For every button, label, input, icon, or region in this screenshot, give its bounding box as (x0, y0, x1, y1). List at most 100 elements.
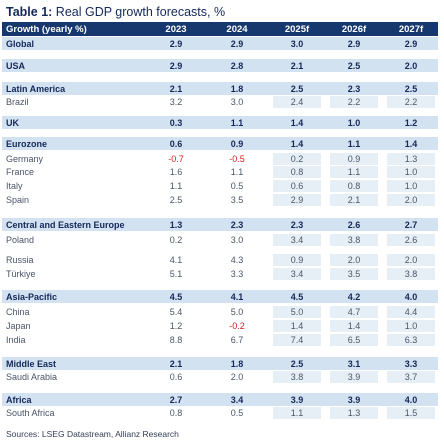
table-header: Growth (yearly %) 2023 2024 2025f 2026f … (2, 22, 438, 36)
value-cell: 2.7 (404, 219, 418, 230)
value-cell: 5.4 (169, 307, 183, 317)
row-label: Global (6, 38, 35, 49)
value-cell: 5.1 (169, 269, 183, 279)
table-title-prefix: Table 1: (6, 5, 53, 19)
country-row: Italy 1.1 0.5 0.6 0.8 1.0 (2, 180, 438, 192)
value-cell: 4.0 (404, 291, 418, 302)
value-cell: 2.5 (347, 60, 361, 71)
value-cell: 1.4 (290, 138, 304, 149)
value-cell: 2.6 (347, 219, 361, 230)
region-row: Middle East 2.1 1.8 2.5 3.1 3.3 (2, 357, 438, 370)
value-cell: 1.1 (230, 167, 244, 177)
region-row: Asia-Pacific 4.5 4.1 4.5 4.2 4.0 (2, 290, 438, 303)
country-row: Germany -0.7 -0.5 0.2 0.9 1.3 (2, 153, 438, 165)
value-cell: 3.3 (230, 269, 244, 279)
value-cell: 2.2 (330, 96, 378, 108)
value-cell: 5.0 (273, 306, 321, 318)
country-row: Türkiye 5.1 3.3 3.4 3.5 3.8 (2, 268, 438, 280)
value-cell: 1.1 (347, 138, 361, 149)
value-cell: 0.9 (273, 254, 321, 266)
value-cell: 2.0 (387, 254, 435, 266)
value-cell: 0.6 (169, 138, 183, 149)
value-cell: 7.4 (273, 334, 321, 346)
value-cell: 1.3 (169, 219, 183, 230)
row-label: Middle East (6, 358, 57, 369)
source-note: Sources: LSEG Datastream, Allianz Resear… (6, 429, 179, 439)
value-cell: 2.1 (169, 358, 183, 369)
value-cell: 2.1 (169, 83, 183, 94)
value-cell: 5.0 (230, 307, 244, 317)
value-cell: 0.9 (330, 153, 378, 165)
country-row: Brazil 3.2 3.0 2.4 2.2 2.2 (2, 96, 438, 108)
country-row: Russia 4.1 4.3 0.9 2.0 2.0 (2, 254, 438, 266)
value-cell: 3.1 (347, 358, 361, 369)
country-row: South Africa 0.8 0.5 1.1 1.3 1.5 (2, 407, 438, 419)
value-cell: 0.5 (230, 181, 244, 191)
value-cell: 6.3 (387, 334, 435, 346)
value-cell: 3.9 (330, 371, 378, 383)
value-cell: 0.9 (230, 138, 244, 149)
region-row: Africa 2.7 3.4 3.9 3.9 4.0 (2, 393, 438, 406)
row-label: USA (6, 60, 26, 71)
value-cell: 2.5 (290, 83, 304, 94)
value-cell: 4.1 (230, 291, 244, 302)
row-label: Japan (6, 321, 31, 331)
region-row: Central and Eastern Europe 1.3 2.3 2.3 2.6 2.… (2, 218, 438, 231)
value-cell: 4.5 (290, 291, 304, 302)
value-cell: 1.0 (387, 166, 435, 178)
value-cell: 1.4 (330, 320, 378, 332)
value-cell: 1.5 (387, 407, 435, 419)
country-row: France 1.6 1.1 0.8 1.1 1.0 (2, 166, 438, 178)
region-row: Eurozone 0.6 0.9 1.4 1.1 1.4 (2, 137, 438, 150)
value-cell: 1.1 (230, 117, 244, 128)
region-row: UK 0.3 1.1 1.4 1.0 1.2 (2, 116, 438, 129)
header-year: 2026f (341, 23, 367, 35)
value-cell: 2.8 (230, 60, 244, 71)
value-cell: 2.7 (169, 394, 183, 405)
value-cell: 1.3 (330, 407, 378, 419)
country-row: China 5.4 5.0 5.0 4.7 4.4 (2, 306, 438, 318)
row-label: South Africa (6, 408, 55, 418)
value-cell: 2.6 (387, 234, 435, 246)
value-cell: 3.4 (273, 268, 321, 280)
value-cell: -0.2 (229, 321, 245, 331)
country-row: India 8.8 6.7 7.4 6.5 6.3 (2, 334, 438, 346)
country-row: Japan 1.2 -0.2 1.4 1.4 1.0 (2, 320, 438, 332)
value-cell: 4.5 (169, 291, 183, 302)
value-cell: 3.4 (230, 394, 244, 405)
value-cell: 2.0 (230, 372, 244, 382)
country-row: Spain 2.5 3.5 2.9 2.1 2.0 (2, 194, 438, 206)
value-cell: 1.2 (169, 321, 183, 331)
value-cell: 4.2 (347, 291, 361, 302)
value-cell: 1.8 (230, 358, 244, 369)
value-cell: 0.8 (330, 180, 378, 192)
value-cell: 1.0 (387, 320, 435, 332)
value-cell: 0.8 (169, 408, 183, 418)
row-label: Germany (6, 154, 44, 164)
region-row: USA 2.9 2.8 2.1 2.5 2.0 (2, 59, 438, 72)
value-cell: 4.3 (230, 255, 244, 265)
table-title: Table 1: Real GDP growth forecasts, % (6, 4, 225, 20)
value-cell: 1.4 (273, 320, 321, 332)
value-cell: 2.5 (404, 83, 418, 94)
value-cell: 3.5 (230, 195, 244, 205)
value-cell: 0.3 (169, 117, 183, 128)
value-cell: 1.6 (169, 167, 183, 177)
row-label: UK (6, 117, 19, 128)
value-cell: 2.9 (347, 38, 361, 49)
value-cell: 1.2 (404, 117, 418, 128)
value-cell: 3.0 (290, 38, 304, 49)
value-cell: 6.7 (230, 335, 244, 345)
header-year: 2025f (284, 23, 310, 35)
table-title-text: Real GDP growth forecasts, % (52, 5, 226, 19)
value-cell: 1.1 (330, 166, 378, 178)
row-label: Spain (6, 195, 30, 205)
value-cell: 1.4 (404, 138, 418, 149)
row-label: Central and Eastern Europe (6, 219, 125, 230)
value-cell: 2.9 (273, 194, 321, 206)
value-cell: 3.4 (273, 234, 321, 246)
value-cell: 1.1 (273, 407, 321, 419)
row-label: Latin America (6, 83, 66, 94)
value-cell: 2.3 (290, 219, 304, 230)
